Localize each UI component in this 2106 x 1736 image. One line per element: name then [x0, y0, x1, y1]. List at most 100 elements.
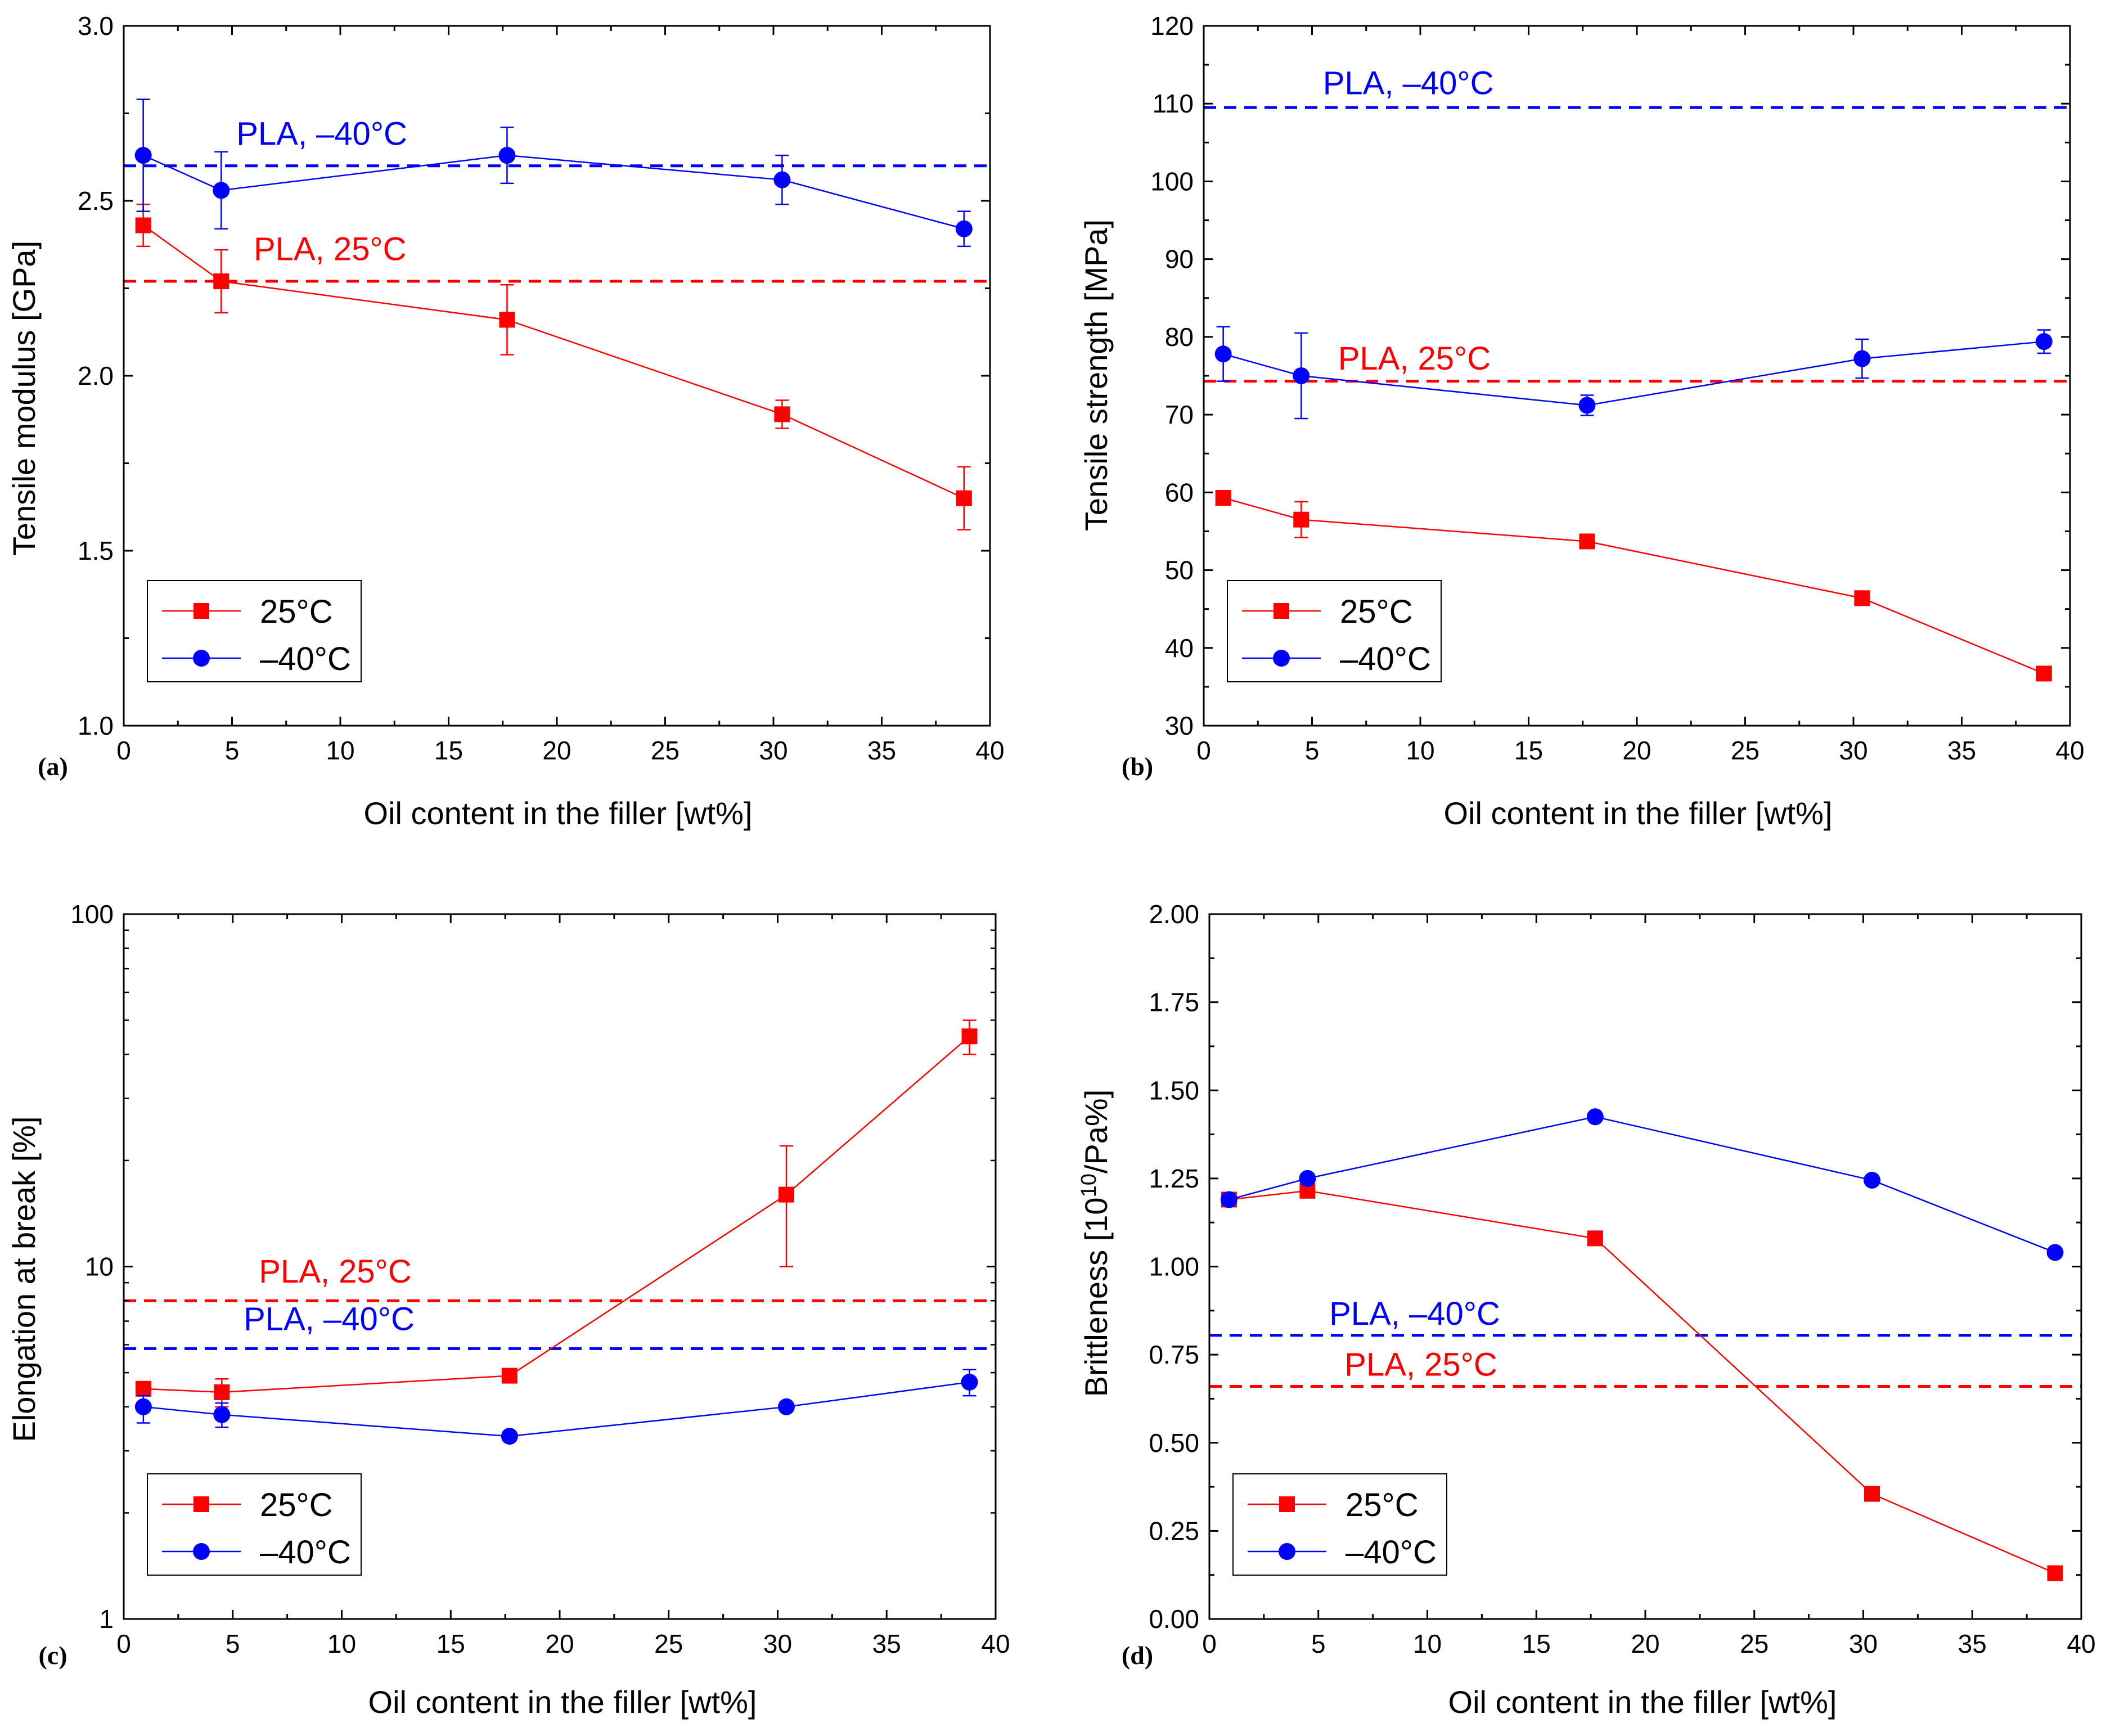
data-point-25c — [961, 1028, 978, 1045]
y-tick-label: 0.50 — [1149, 1428, 1199, 1458]
x-tick-label: 15 — [436, 1629, 465, 1658]
y-tick-label: 0.75 — [1149, 1340, 1199, 1369]
x-tick-label: 40 — [2055, 736, 2084, 765]
x-tick-label: 5 — [225, 736, 240, 765]
legend-marker-square — [194, 603, 209, 619]
x-tick-label: 0 — [1196, 736, 1211, 765]
legend-label: –40°C — [1340, 641, 1431, 677]
panel-a-letter: (a) — [38, 752, 68, 781]
data-point-25c — [499, 312, 515, 328]
panel-c-xlabel: Oil content in the filler [wt%] — [368, 1684, 757, 1720]
data-point-25c — [2047, 1565, 2063, 1581]
y-tick-label: 50 — [1165, 556, 1194, 585]
x-tick-label: 20 — [1622, 736, 1651, 765]
legend-marker-circle — [1273, 650, 1290, 667]
y-tick-label: 10 — [85, 1252, 114, 1281]
reference-label: PLA, 25°C — [254, 231, 406, 268]
x-tick-label: 35 — [1947, 736, 1976, 765]
y-tick-label: 110 — [1153, 89, 1194, 118]
data-point-25c — [501, 1368, 518, 1384]
x-tick-label: 10 — [1406, 736, 1434, 765]
y-tick-label: 2.0 — [78, 361, 114, 390]
data-point-minus40c — [134, 147, 152, 164]
panel-c-elongation-at-break: Elongation at break [%] Oil content in t… — [6, 900, 1010, 1720]
panel-a-xlabel: Oil content in the filler [wt%] — [364, 795, 753, 831]
data-point-25c — [1587, 1230, 1603, 1247]
panel-b-xlabel: Oil content in the filler [wt%] — [1444, 795, 1833, 831]
data-point-minus40c — [1578, 397, 1596, 414]
panel-d-ylabel-main: Brittleness [10 — [1078, 1197, 1114, 1397]
data-point-25c — [1864, 1486, 1880, 1502]
reference-label: PLA, –40°C — [236, 115, 407, 152]
x-tick-label: 30 — [763, 1629, 792, 1658]
x-tick-label: 25 — [651, 736, 680, 765]
x-tick-label: 5 — [226, 1629, 240, 1658]
x-tick-label: 40 — [2067, 1629, 2095, 1658]
x-tick-label: 0 — [116, 1629, 131, 1658]
y-tick-label: 90 — [1165, 245, 1194, 274]
data-point-minus40c — [213, 1406, 231, 1423]
x-tick-label: 30 — [1849, 1629, 1878, 1658]
data-point-minus40c — [1853, 350, 1871, 367]
legend-box — [147, 1473, 362, 1576]
x-tick-label: 35 — [867, 736, 896, 765]
x-tick-label: 0 — [116, 736, 131, 765]
legend-marker-circle — [193, 1543, 210, 1560]
legend-label: 25°C — [1346, 1487, 1419, 1523]
x-tick-label: 40 — [981, 1629, 1010, 1658]
data-point-minus40c — [1214, 345, 1232, 363]
legend-label: 25°C — [260, 593, 333, 630]
x-tick-label: 10 — [326, 736, 354, 765]
x-tick-label: 35 — [872, 1629, 901, 1658]
reference-label: PLA, 25°C — [1344, 1347, 1497, 1383]
reference-label: PLA, 25°C — [1338, 340, 1491, 377]
data-point-25c — [1215, 490, 1231, 506]
data-point-minus40c — [961, 1373, 978, 1391]
y-tick-label: 1 — [99, 1604, 114, 1634]
y-tick-label: 100 — [70, 900, 114, 929]
y-tick-label: 0.00 — [1149, 1604, 1199, 1634]
x-tick-label: 15 — [1522, 1629, 1551, 1658]
y-tick-label: 80 — [1165, 322, 1194, 352]
legend-marker-square — [1274, 603, 1289, 619]
x-tick-label: 5 — [1311, 1629, 1326, 1658]
legend-box — [1232, 1473, 1447, 1576]
data-point-minus40c — [773, 171, 791, 188]
data-point-minus40c — [1293, 367, 1310, 384]
legend-marker-square — [1279, 1496, 1295, 1512]
y-tick-label: 120 — [1150, 11, 1194, 41]
y-tick-label: 70 — [1165, 400, 1194, 429]
data-point-minus40c — [1299, 1170, 1316, 1187]
panel-d-ylabel-exponent: 10 — [1077, 1173, 1101, 1197]
panel-a-tensile-modulus: Tensile modulus [GPa] Oil content in the… — [6, 11, 1005, 831]
x-tick-label: 10 — [1413, 1629, 1442, 1658]
panel-b-tensile-strength: Tensile strength [MPa] Oil content in th… — [1078, 11, 2085, 831]
y-tick-label: 1.50 — [1149, 1076, 1199, 1105]
data-point-minus40c — [498, 147, 516, 164]
y-tick-label: 60 — [1165, 478, 1194, 507]
data-point-25c — [956, 490, 972, 506]
legend-label: –40°C — [260, 1534, 351, 1571]
x-tick-label: 40 — [975, 736, 1004, 765]
legend-marker-circle — [1279, 1543, 1295, 1560]
data-point-25c — [2036, 665, 2052, 682]
legend-marker-square — [194, 1496, 209, 1512]
data-point-25c — [1293, 511, 1310, 528]
y-tick-label: 1.00 — [1149, 1252, 1199, 1281]
data-point-25c — [213, 273, 230, 290]
data-point-minus40c — [501, 1428, 518, 1445]
panel-c-letter: (c) — [38, 1641, 67, 1670]
legend-box — [147, 580, 362, 682]
x-tick-label: 20 — [1631, 1629, 1659, 1658]
data-point-minus40c — [778, 1398, 795, 1415]
panel-d-ylabel: Brittleness [1010/Pa%] — [1077, 1090, 1114, 1397]
x-tick-label: 20 — [545, 1629, 574, 1658]
legend-label: –40°C — [1346, 1534, 1437, 1571]
y-tick-label: 2.00 — [1149, 900, 1199, 929]
panel-b-letter: (b) — [1122, 752, 1153, 781]
x-tick-label: 20 — [542, 736, 571, 765]
x-tick-label: 15 — [434, 736, 463, 765]
data-point-minus40c — [955, 220, 973, 237]
